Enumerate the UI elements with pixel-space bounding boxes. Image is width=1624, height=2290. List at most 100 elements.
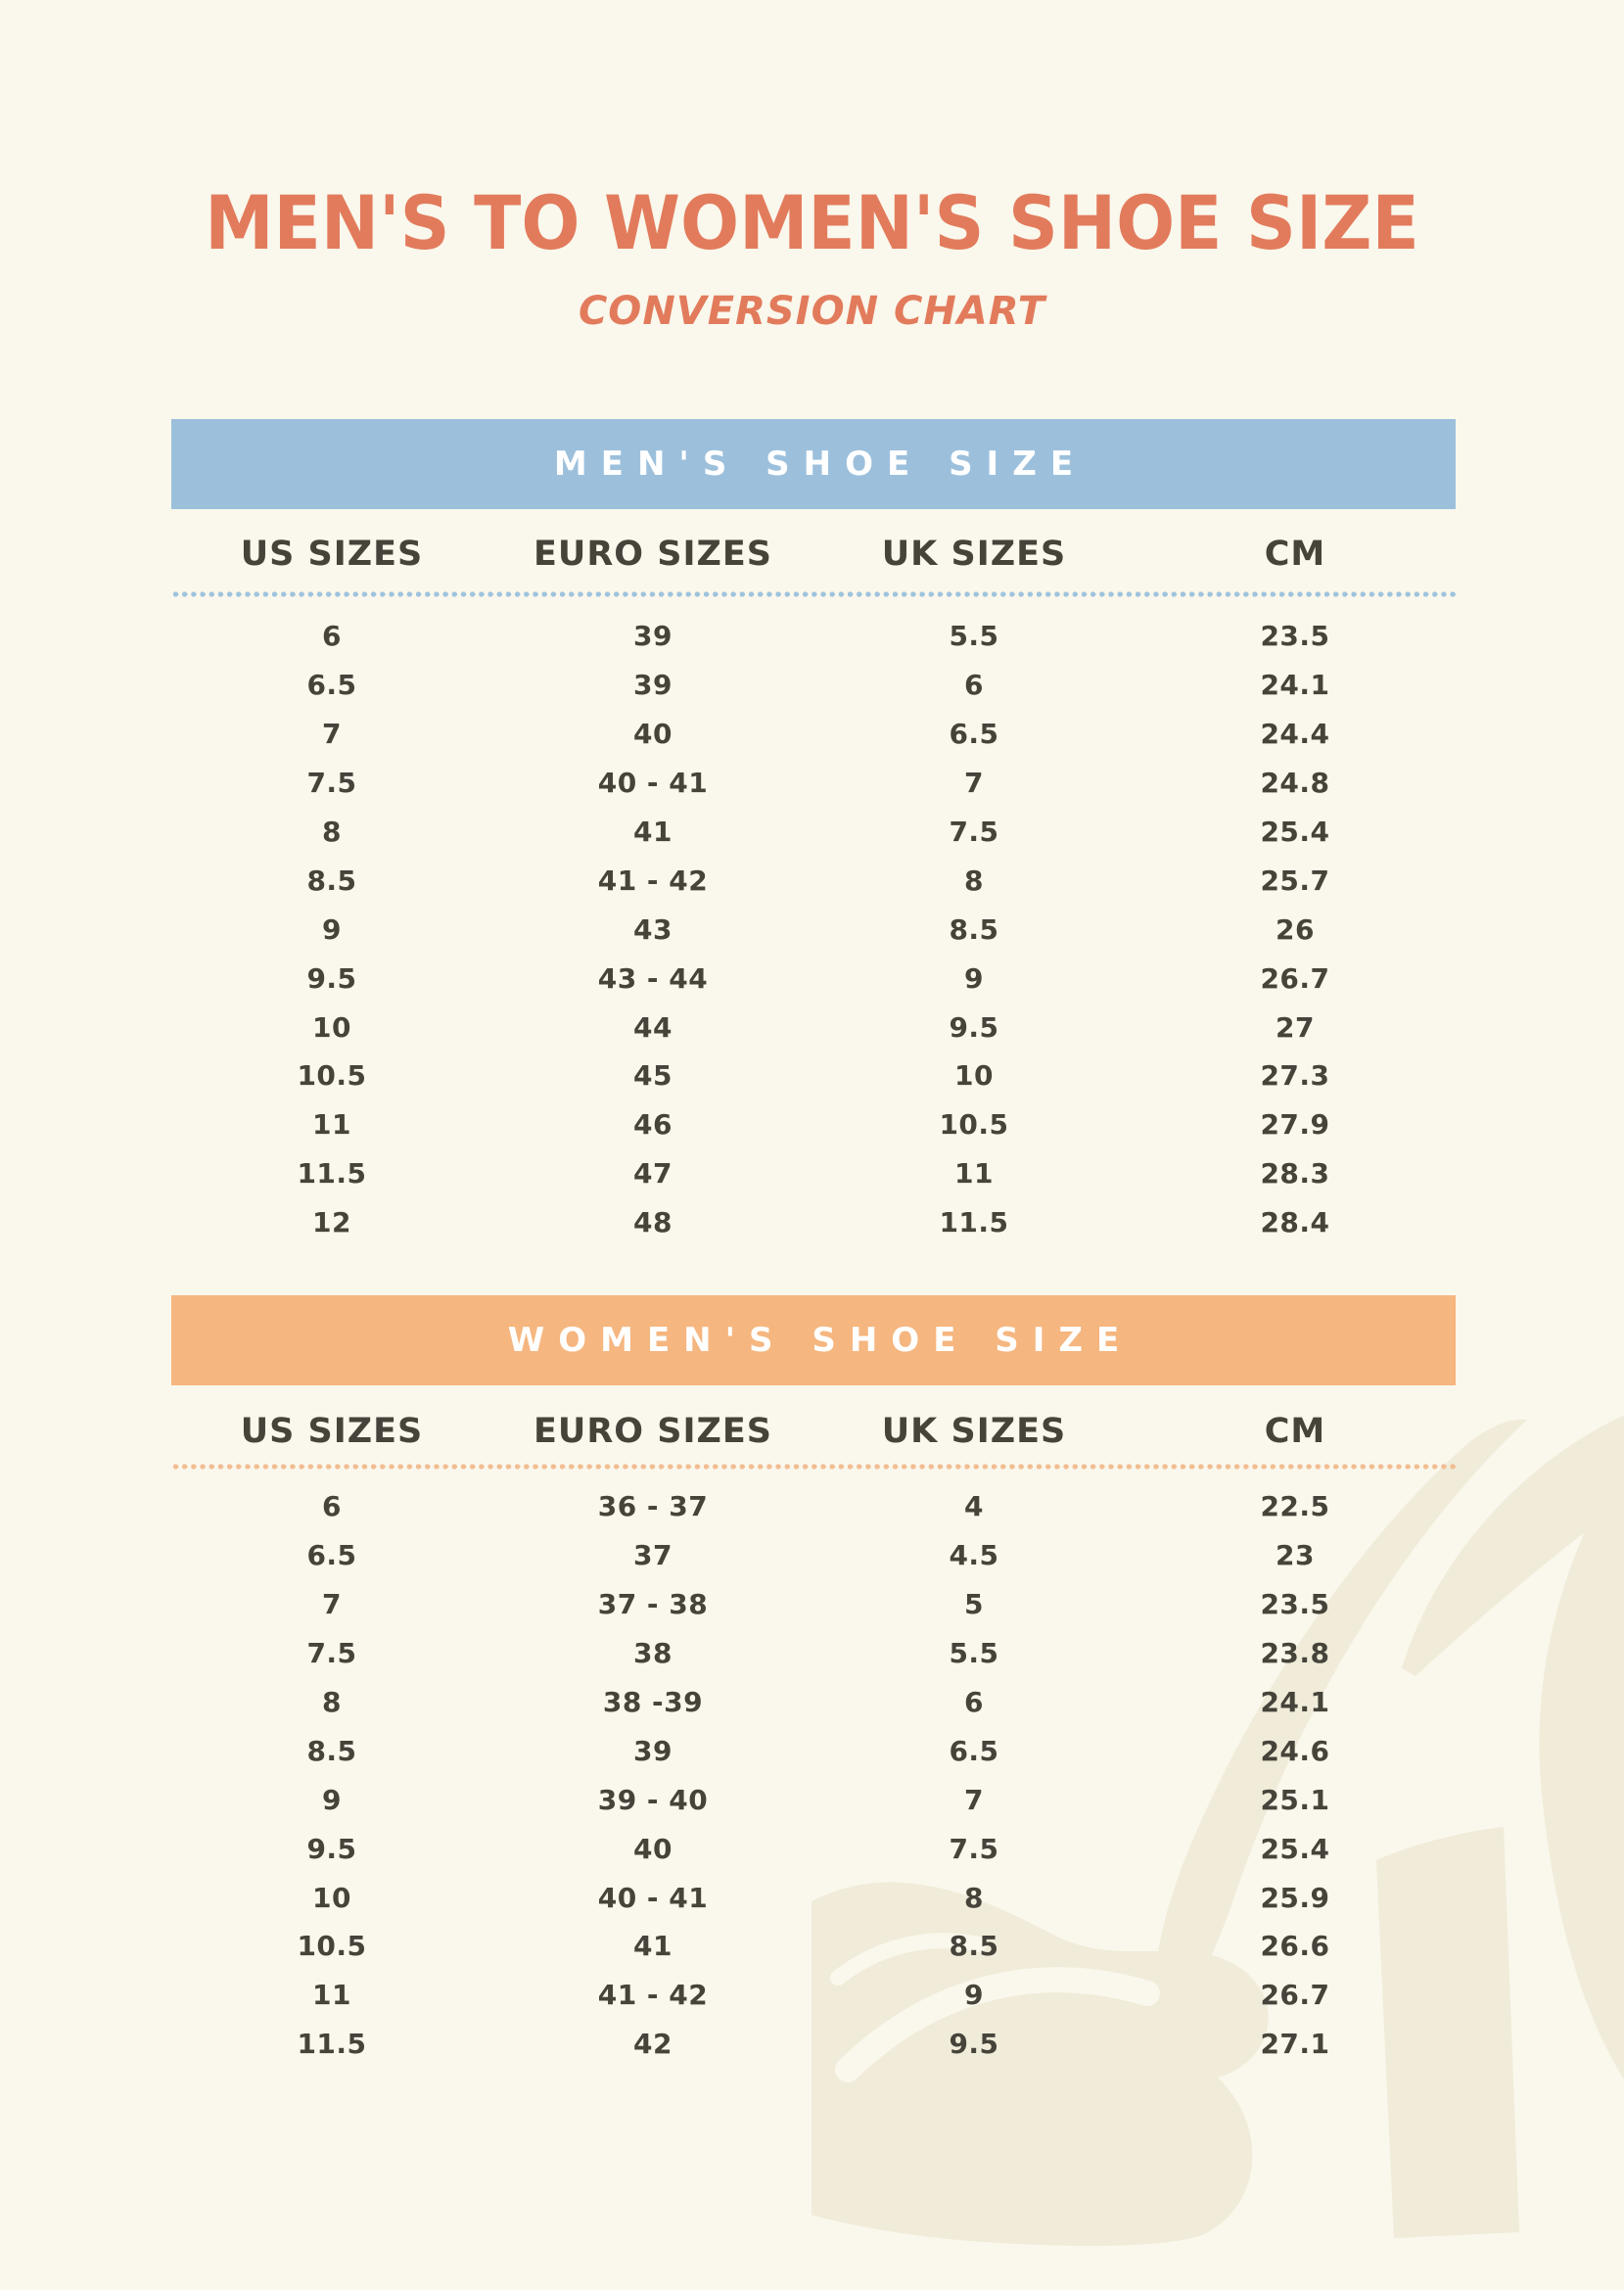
- column-header: UK SIZES: [881, 1412, 1067, 1451]
- table-cell: 8.5: [306, 864, 357, 897]
- table-row: 6.5 39 6 24.1: [171, 661, 1456, 710]
- table-cell: 22.5: [1260, 1490, 1330, 1523]
- page-subtitle: CONVERSION CHART: [578, 289, 1046, 334]
- table-cell: 10: [312, 1881, 351, 1914]
- womens-size-table: 6 36 - 37 4 22.5 6.5 37 4.5 23 7 37 - 38 5 23.5 7.5 3…: [171, 1482, 1456, 2069]
- table-cell: 8.5: [949, 912, 999, 946]
- womens-dotted-divider: [171, 1464, 1456, 1470]
- table-cell: 10: [954, 1059, 994, 1093]
- table-cell: 7: [322, 1588, 342, 1621]
- column-header: UK SIZES: [881, 535, 1067, 574]
- table-cell: 24.4: [1260, 718, 1330, 751]
- table-cell: 6.5: [306, 1539, 357, 1572]
- column-header: CM: [1264, 535, 1326, 574]
- column-header: US SIZES: [240, 1412, 424, 1451]
- table-cell: 24.8: [1260, 767, 1330, 800]
- table-row: 7 37 - 38 5 23.5: [171, 1580, 1456, 1629]
- table-cell: 7.5: [949, 1832, 999, 1865]
- table-cell: 26: [1276, 912, 1315, 946]
- table-cell: 6: [964, 1686, 984, 1718]
- table-cell: 40: [633, 718, 673, 751]
- table-cell: 45: [633, 1059, 673, 1093]
- table-row: 11.5 42 9.5 27.1: [171, 2020, 1456, 2069]
- table-row: 8.5 39 6.5 24.6: [171, 1726, 1456, 1775]
- table-row: 11.5 47 11 28.3: [171, 1149, 1456, 1198]
- table-cell: 9: [322, 1783, 342, 1816]
- table-cell: 11.5: [297, 1157, 367, 1191]
- table-cell: 6.5: [306, 669, 357, 702]
- table-cell: 6.5: [949, 718, 999, 751]
- table-row: 8 38 -39 6 24.1: [171, 1678, 1456, 1727]
- table-cell: 8: [322, 816, 342, 848]
- table-cell: 24.1: [1260, 1686, 1330, 1718]
- table-row: 9.5 40 7.5 25.4: [171, 1824, 1456, 1873]
- table-cell: 39: [633, 669, 673, 702]
- table-row: 7.5 40 - 41 7 24.8: [171, 759, 1456, 808]
- table-cell: 38 -39: [602, 1686, 704, 1718]
- table-cell: 8: [964, 1881, 984, 1914]
- table-cell: 27: [1276, 1010, 1315, 1044]
- table-row: 10.5 45 10 27.3: [171, 1052, 1456, 1100]
- table-cell: 39 - 40: [597, 1783, 709, 1816]
- table-cell: 8: [322, 1686, 342, 1718]
- table-cell: 12: [312, 1206, 351, 1239]
- table-row: 9.5 43 - 44 9 26.7: [171, 954, 1456, 1003]
- table-cell: 25.4: [1260, 816, 1330, 848]
- table-cell: 46: [633, 1108, 673, 1142]
- table-cell: 28.3: [1260, 1157, 1330, 1191]
- table-cell: 4: [964, 1490, 984, 1523]
- table-cell: 25.9: [1260, 1881, 1330, 1914]
- table-row: 11 41 - 42 9 26.7: [171, 1971, 1456, 2020]
- table-cell: 41 - 42: [597, 1979, 709, 2012]
- table-cell: 11.5: [939, 1206, 1009, 1239]
- table-cell: 41: [633, 1930, 673, 1963]
- table-cell: 10.5: [297, 1059, 367, 1093]
- table-cell: 25.4: [1260, 1832, 1330, 1865]
- table-cell: 41: [633, 816, 673, 848]
- table-cell: 26.6: [1260, 1930, 1330, 1963]
- table-cell: 7.5: [949, 816, 999, 848]
- table-cell: 6: [322, 620, 342, 653]
- table-cell: 8: [964, 864, 984, 897]
- table-cell: 40 - 41: [597, 1881, 709, 1914]
- table-cell: 10.5: [939, 1108, 1009, 1142]
- table-cell: 37: [633, 1539, 673, 1572]
- page-title: MEN'S TO WOMEN'S SHOE SIZE: [205, 179, 1419, 266]
- table-row: 7 40 6.5 24.4: [171, 710, 1456, 759]
- table-cell: 43: [633, 912, 673, 946]
- table-cell: 7: [964, 767, 984, 800]
- table-row: 9 39 - 40 7 25.1: [171, 1775, 1456, 1824]
- table-row: 11 46 10.5 27.9: [171, 1100, 1456, 1149]
- table-cell: 39: [633, 620, 673, 653]
- table-cell: 7.5: [306, 1637, 357, 1670]
- table-cell: 11: [312, 1108, 351, 1142]
- table-cell: 23.8: [1260, 1637, 1330, 1670]
- table-row: 10 40 - 41 8 25.9: [171, 1873, 1456, 1922]
- table-cell: 24.6: [1260, 1734, 1330, 1767]
- table-cell: 7.5: [306, 767, 357, 800]
- table-cell: 25.7: [1260, 864, 1330, 897]
- table-cell: 5.5: [949, 620, 999, 653]
- table-cell: 39: [633, 1734, 673, 1767]
- column-header: CM: [1264, 1412, 1326, 1451]
- table-cell: 23: [1276, 1539, 1315, 1572]
- table-cell: 27.9: [1260, 1108, 1330, 1142]
- table-cell: 48: [633, 1206, 673, 1239]
- table-cell: 23.5: [1260, 1588, 1330, 1621]
- mens-section-title: MEN'S SHOE SIZE: [553, 444, 1088, 484]
- womens-section-band: WOMEN'S SHOE SIZE: [171, 1295, 1456, 1385]
- table-cell: 9: [964, 1979, 984, 2012]
- mens-column-headers: US SIZES EURO SIZES UK SIZES CM: [171, 527, 1456, 582]
- womens-section-title: WOMEN'S SHOE SIZE: [507, 1321, 1134, 1360]
- table-cell: 10.5: [297, 1930, 367, 1963]
- table-cell: 5.5: [949, 1637, 999, 1670]
- table-cell: 37 - 38: [597, 1588, 709, 1621]
- table-cell: 11.5: [297, 2028, 367, 2061]
- table-cell: 8.5: [306, 1734, 357, 1767]
- table-cell: 7: [322, 718, 342, 751]
- table-cell: 6: [322, 1490, 342, 1523]
- table-cell: 44: [633, 1010, 673, 1044]
- table-cell: 7: [964, 1783, 984, 1816]
- table-cell: 9: [964, 961, 984, 995]
